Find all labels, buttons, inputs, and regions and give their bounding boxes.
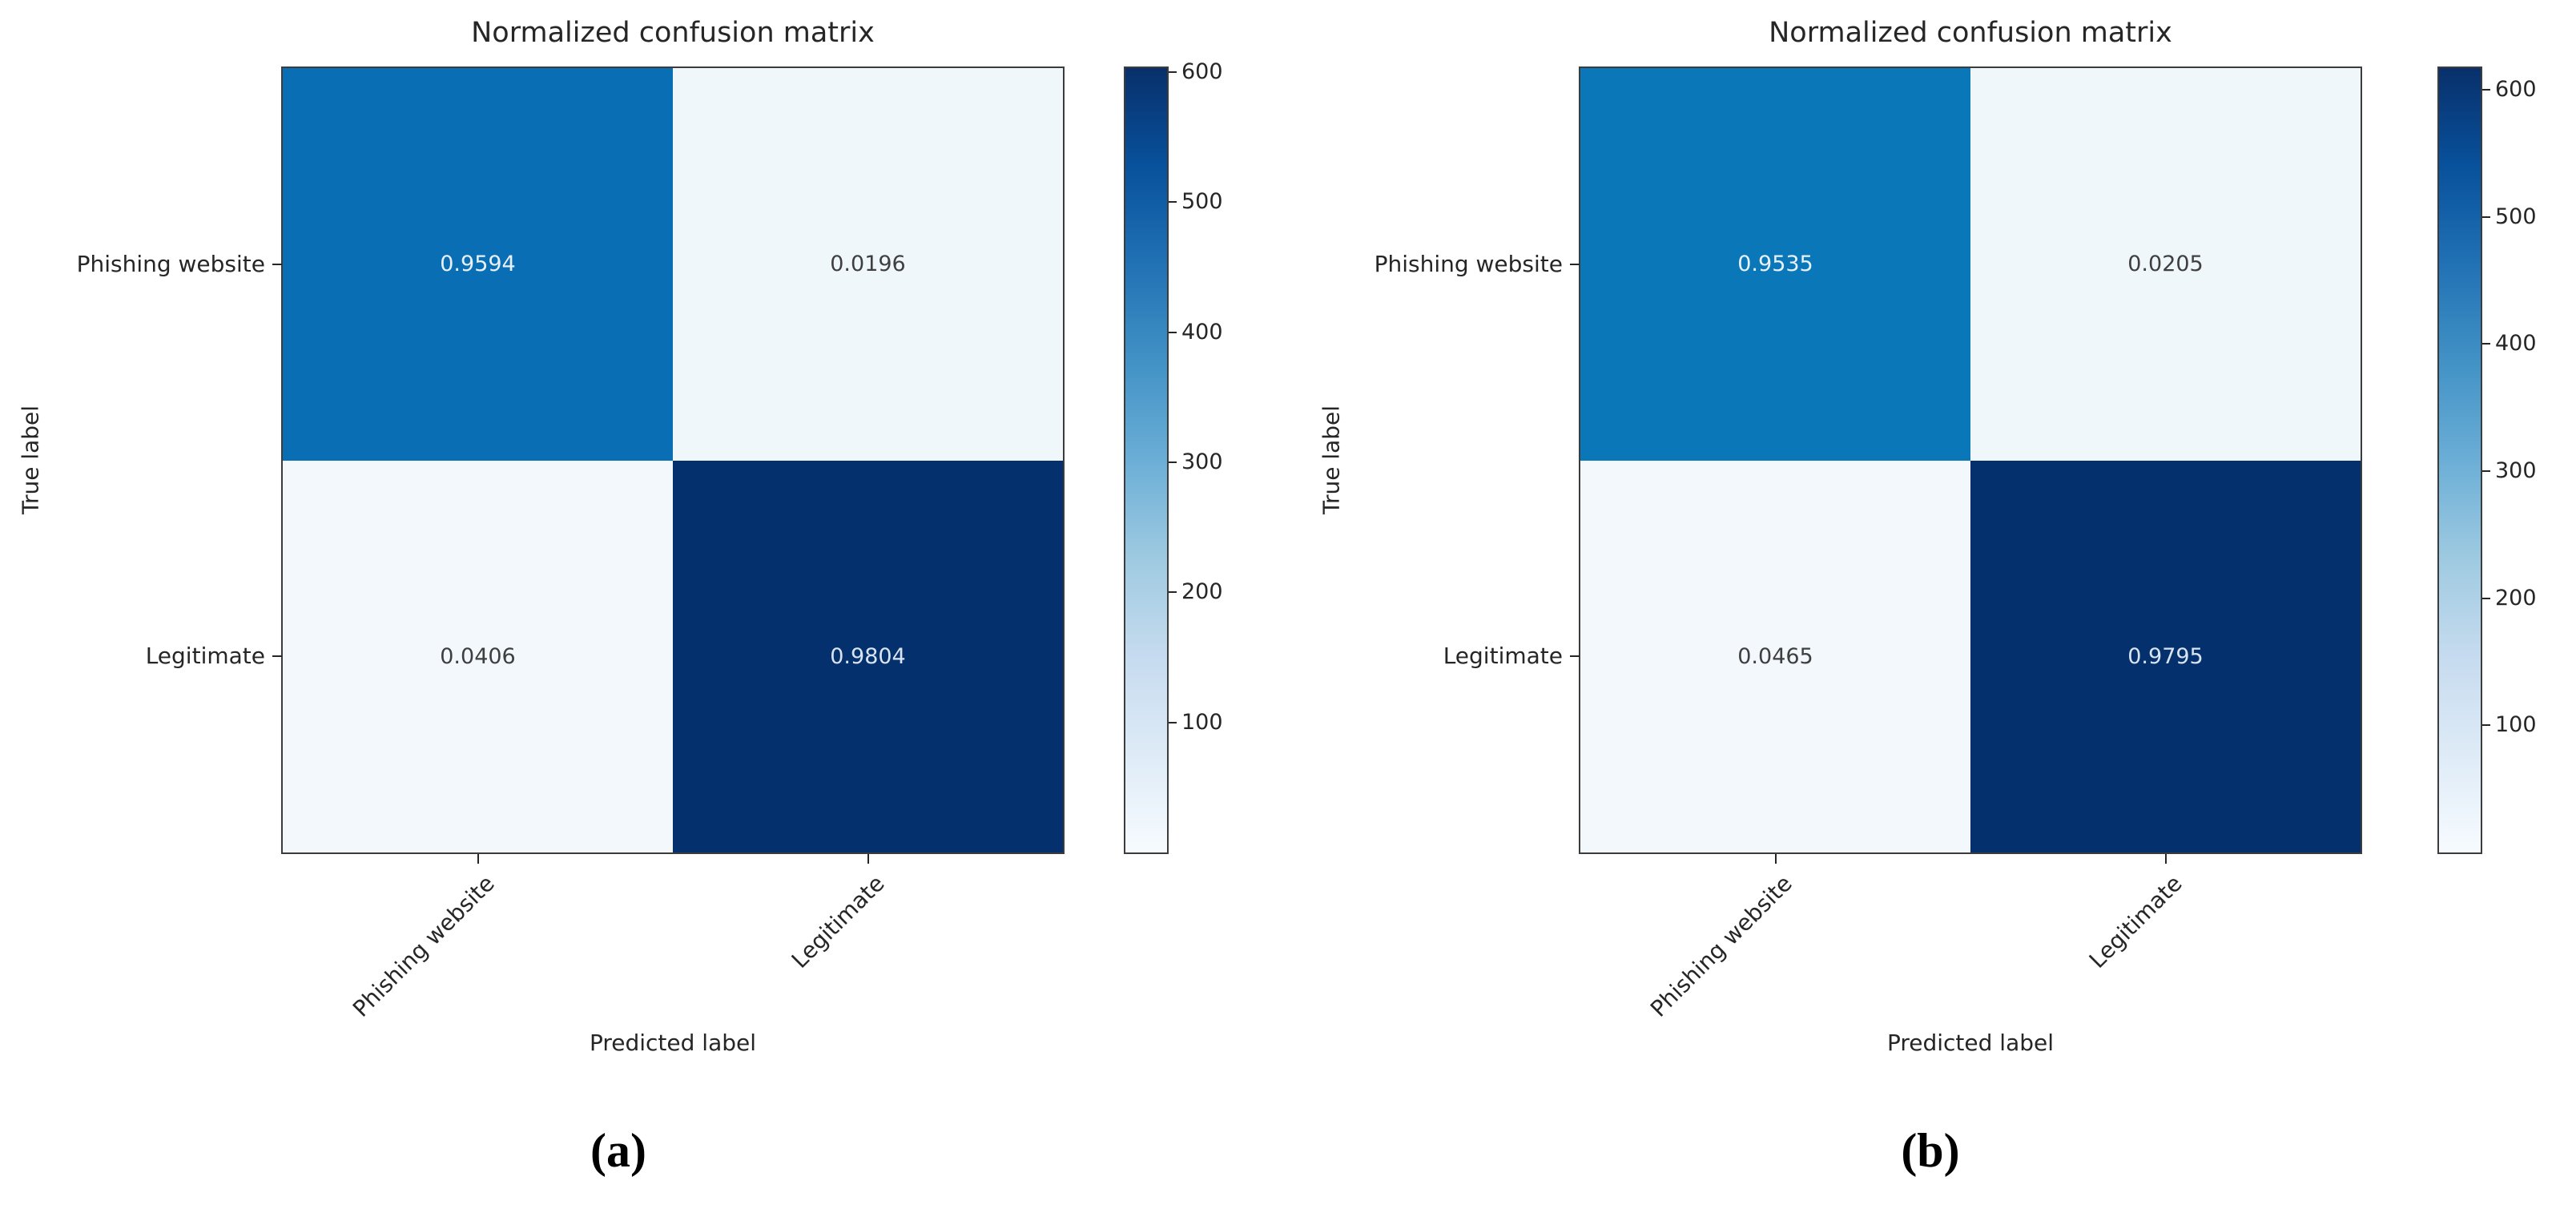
panel-b-colorbar <box>2437 66 2482 854</box>
colorbar-tick-mark <box>1169 591 1177 594</box>
y-tick-label: Legitimate <box>1443 643 1563 670</box>
colorbar-tick-label: 100 <box>1181 709 1223 735</box>
panel-b-title: Normalized confusion matrix <box>1769 17 2172 49</box>
colorbar-tick-mark <box>1169 461 1177 463</box>
colorbar-tick-mark <box>2482 597 2490 599</box>
y-tick-mark <box>272 263 282 265</box>
colorbar-tick-mark <box>2482 216 2490 218</box>
panel-a-y-axis-title: True label <box>17 405 44 515</box>
colorbar-tick-mark <box>1169 331 1177 333</box>
panel-a-heatmap: 0.9594 0.0196 0.0406 0.9804 <box>281 66 1065 854</box>
colorbar-tick-mark <box>2482 469 2490 472</box>
matrix-cell-value: 0.0465 <box>1580 460 1970 852</box>
panel-a-title: Normalized confusion matrix <box>471 17 875 49</box>
y-tick-mark <box>272 655 282 658</box>
colorbar-tick-mark <box>1169 201 1177 204</box>
x-tick-mark <box>477 854 479 864</box>
panel-b-y-axis-title: True label <box>1318 405 1345 515</box>
colorbar-tick-label: 500 <box>1181 189 1223 215</box>
panel-a-colorbar <box>1124 66 1169 854</box>
matrix-cell-value: 0.9535 <box>1580 68 1970 461</box>
x-tick-mark <box>2164 854 2167 864</box>
colorbar-tick-label: 400 <box>1181 319 1223 345</box>
panel-b-x-axis-title: Predicted label <box>1886 1030 2055 1056</box>
x-tick-label: Phishing website <box>1645 870 1797 1022</box>
colorbar-tick-mark <box>2482 343 2490 345</box>
matrix-cell-value: 0.9795 <box>1970 460 2361 852</box>
matrix-cell-value: 0.0196 <box>673 68 1063 461</box>
colorbar-tick-mark <box>1169 721 1177 723</box>
panel-a-x-axis-title: Predicted label <box>589 1030 757 1056</box>
colorbar-tick-mark <box>2482 88 2490 91</box>
matrix-cell-value: 0.0205 <box>1970 68 2361 461</box>
colorbar-tick-label: 600 <box>2495 76 2537 102</box>
colorbar-tick-label: 600 <box>1181 58 1223 84</box>
panel-b-caption: (b) <box>1901 1124 1960 1177</box>
y-tick-label: Phishing website <box>76 250 265 277</box>
y-tick-label: Phishing website <box>1374 250 1563 277</box>
colorbar-tick-label: 100 <box>2495 712 2537 738</box>
matrix-cell-value: 0.0406 <box>283 460 673 852</box>
colorbar-tick-label: 400 <box>2495 331 2537 357</box>
y-tick-mark <box>1570 655 1580 658</box>
colorbar-tick-label: 200 <box>1181 579 1223 605</box>
colorbar-tick-mark <box>1169 71 1177 73</box>
x-tick-label: Legitimate <box>2083 870 2188 973</box>
colorbar-tick-label: 500 <box>2495 204 2537 229</box>
colorbar-tick-label: 200 <box>2495 585 2537 611</box>
matrix-cell-value: 0.9594 <box>283 68 673 461</box>
y-tick-mark <box>1570 263 1580 265</box>
colorbar-tick-mark <box>2482 724 2490 727</box>
colorbar-tick-label: 300 <box>1181 449 1223 474</box>
x-tick-label: Legitimate <box>786 870 890 973</box>
x-tick-label: Phishing website <box>348 870 500 1022</box>
x-tick-mark <box>1774 854 1777 864</box>
colorbar-tick-label: 300 <box>2495 457 2537 483</box>
panel-a-caption: (a) <box>590 1124 646 1177</box>
y-tick-label: Legitimate <box>145 643 265 670</box>
x-tick-mark <box>867 854 869 864</box>
panel-b-heatmap: 0.9535 0.0205 0.0465 0.9795 <box>1579 66 2362 854</box>
matrix-cell-value: 0.9804 <box>673 460 1063 852</box>
